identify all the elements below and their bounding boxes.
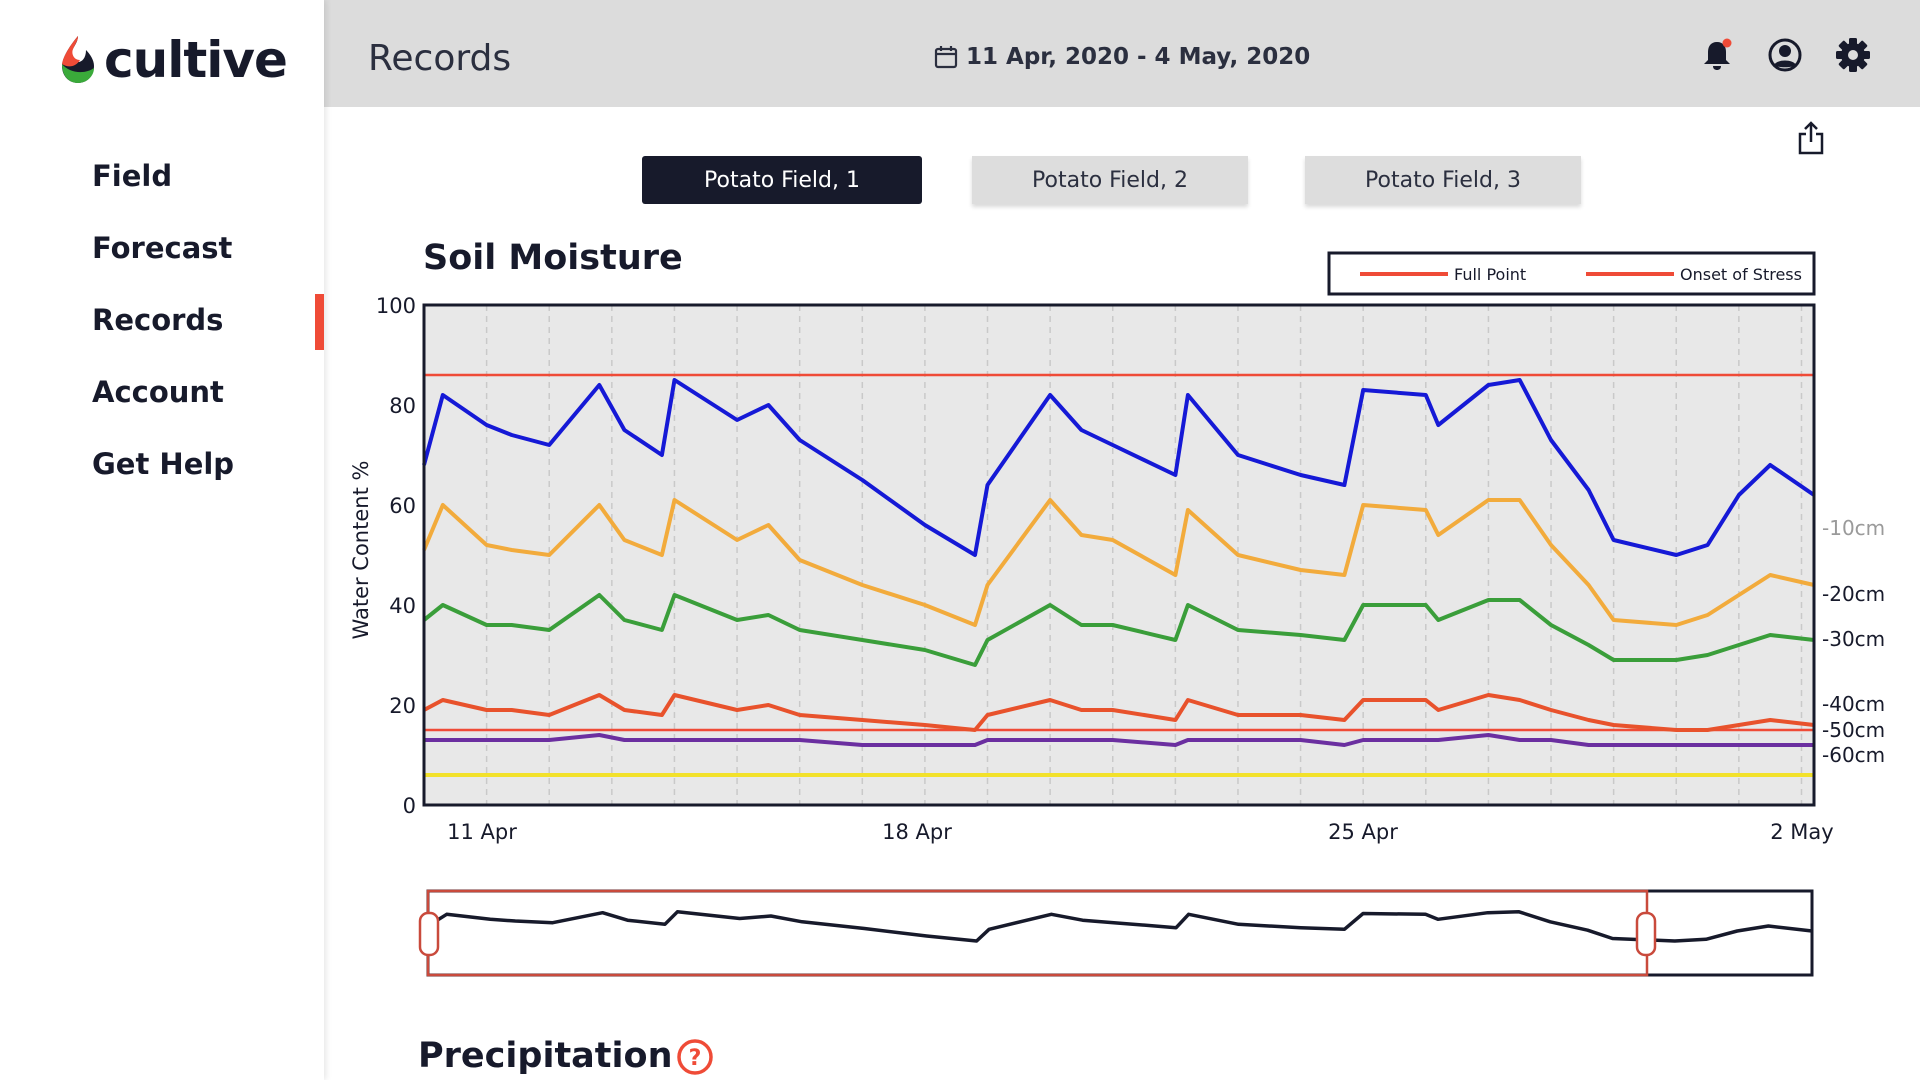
plot-background: [424, 305, 1814, 805]
user-icon[interactable]: [1766, 36, 1804, 74]
tab-potato-field-1[interactable]: Potato Field, 1: [642, 156, 922, 204]
brush-frame: [426, 889, 1814, 977]
series-end-label: -30cm: [1822, 627, 1885, 651]
y-tick-label: 0: [403, 794, 416, 818]
question-icon[interactable]: ?: [676, 1038, 714, 1076]
series-end-label: -40cm: [1822, 692, 1885, 716]
tab-label: Potato Field, 3: [1365, 167, 1521, 193]
bell-icon[interactable]: [1698, 36, 1736, 74]
series-end-label: -20cm: [1822, 582, 1885, 606]
logo-drop-icon: [62, 36, 94, 83]
sidebar-item-get-help[interactable]: Get Help: [0, 428, 324, 500]
app-logo[interactable]: cultive: [56, 30, 288, 90]
series-end-label: -50cm: [1822, 718, 1885, 742]
share-icon[interactable]: [1796, 120, 1826, 156]
legend-full-point: Full Point: [1454, 265, 1526, 284]
series-line: [422, 498, 1815, 627]
sidebar: cultive Field Forecast Records Account G…: [0, 0, 324, 1080]
y-tick-label: 20: [389, 694, 416, 718]
active-indicator: [315, 294, 324, 350]
svg-text:?: ?: [689, 1046, 702, 1071]
sidebar-item-field[interactable]: Field: [0, 140, 324, 212]
sidebar-item-records[interactable]: Records: [0, 284, 324, 356]
sidebar-item-account[interactable]: Account: [0, 356, 324, 428]
brush-handle-right: [1635, 911, 1657, 957]
page-title: Records: [368, 38, 512, 79]
sidebar-item-forecast[interactable]: Forecast: [0, 212, 324, 284]
date-range-text: 11 Apr, 2020 - 4 May, 2020: [966, 44, 1311, 70]
y-tick-label: 80: [389, 394, 416, 418]
series-line: [422, 593, 1815, 667]
brush-handle-left: [418, 911, 440, 957]
x-tick-label: 2 May: [1770, 820, 1833, 844]
soil-moisture-title: Soil Moisture: [423, 238, 683, 278]
chart-legend: [1327, 251, 1816, 296]
x-tick-label: 25 Apr: [1328, 820, 1398, 844]
series-line: [422, 378, 1816, 557]
y-tick-label: 40: [389, 594, 416, 618]
series-end-label: -10cm: [1822, 516, 1885, 540]
tab-potato-field-3[interactable]: Potato Field, 3: [1305, 156, 1581, 204]
tab-label: Potato Field, 1: [704, 167, 860, 193]
tab-label: Potato Field, 2: [1032, 167, 1188, 193]
gear-icon[interactable]: [1834, 36, 1872, 74]
sidebar-item-label: Field: [92, 159, 173, 193]
calendar-icon: [934, 46, 958, 69]
tab-potato-field-2[interactable]: Potato Field, 2: [972, 156, 1248, 204]
y-tick-label: 60: [389, 494, 416, 518]
top-header: Records 11 Apr, 2020 - 4 May, 2020: [324, 0, 1920, 107]
x-tick-label: 18 Apr: [882, 820, 952, 844]
sidebar-nav: Field Forecast Records Account Get Help: [0, 140, 324, 500]
plot-area: 0 20 40 60 80 100 11 Apr 18 Apr 25 Apr 2 May -10cm…: [376, 294, 1885, 844]
series-end-label: -60cm: [1822, 743, 1885, 767]
sidebar-item-label: Get Help: [92, 447, 235, 481]
sidebar-item-label: Records: [92, 303, 224, 337]
brush-selection: [426, 889, 1649, 977]
plot-frame: [422, 303, 1816, 807]
series-line: [423, 693, 1815, 732]
brush-sparkline: [427, 910, 1813, 943]
x-tick-label: 11 Apr: [447, 820, 517, 844]
range-brush: [418, 889, 1814, 977]
y-tick-label: 100: [376, 294, 416, 318]
sidebar-item-label: Forecast: [92, 231, 233, 265]
legend-onset-of-stress: Onset of Stress: [1680, 265, 1802, 284]
date-range-picker[interactable]: 11 Apr, 2020 - 4 May, 2020: [934, 44, 1310, 70]
app-name: cultive: [104, 31, 288, 89]
y-axis-label: Water Content %: [349, 461, 373, 640]
series-line: [424, 733, 1814, 747]
sidebar-item-label: Account: [92, 375, 224, 409]
precipitation-title: Precipitation: [418, 1036, 673, 1076]
